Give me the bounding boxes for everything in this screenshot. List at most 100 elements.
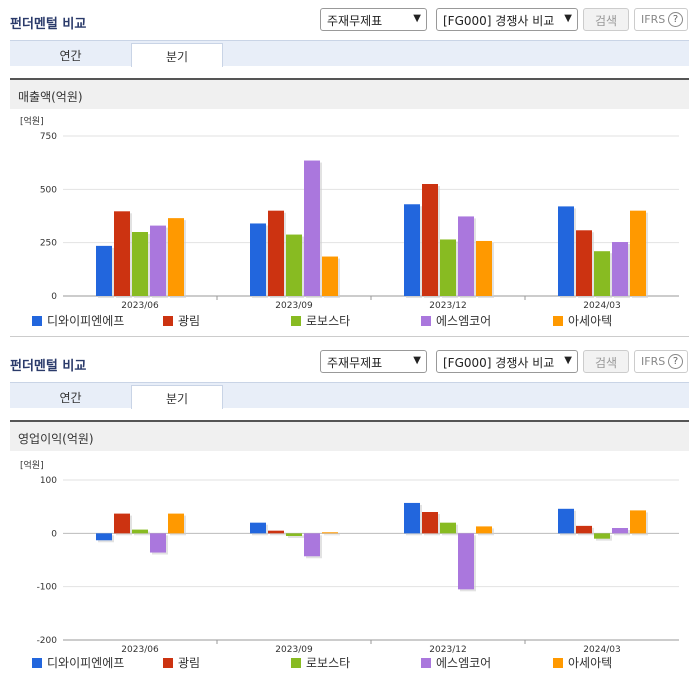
compare-select-value: [FG000] 경쟁사 비교 bbox=[443, 14, 555, 28]
statement-select-value: 주재무제표 bbox=[327, 356, 383, 370]
legend-item[interactable]: 아세아텍 bbox=[553, 312, 612, 329]
chevron-down-icon: ▼ bbox=[564, 13, 572, 24]
metric-label: 영업이익(억원) bbox=[18, 432, 94, 446]
bar bbox=[132, 232, 148, 296]
bar bbox=[150, 225, 166, 296]
bar bbox=[96, 245, 112, 296]
search-button[interactable]: 검색 bbox=[583, 350, 629, 373]
compare-select[interactable]: [FG000] 경쟁사 비교 ▼ bbox=[436, 8, 578, 31]
statement-select[interactable]: 주재무제표 ▼ bbox=[320, 8, 427, 31]
x-tick-label: 2023/12 bbox=[429, 301, 466, 310]
y-tick-label: 0 bbox=[51, 292, 57, 302]
bar bbox=[304, 160, 320, 296]
legend-label: 아세아텍 bbox=[568, 314, 613, 328]
operating-profit-section: 펀더멘털 비교 주재무제표 ▼ [FG000] 경쟁사 비교 ▼ 검색 IFRS… bbox=[0, 342, 696, 684]
legend-swatch bbox=[291, 658, 301, 668]
legend-item[interactable]: 로보스타 bbox=[291, 312, 350, 329]
x-tick-label: 2024/03 bbox=[583, 301, 620, 310]
tab-annual[interactable]: 연간 bbox=[59, 391, 82, 405]
bar bbox=[476, 526, 492, 534]
ifrs-button[interactable]: IFRS ? bbox=[634, 350, 688, 373]
help-icon[interactable]: ? bbox=[668, 12, 683, 27]
tab-quarterly[interactable]: 분기 bbox=[131, 43, 223, 67]
bar bbox=[458, 216, 474, 296]
chevron-down-icon: ▼ bbox=[413, 355, 421, 366]
statement-select[interactable]: 주재무제표 ▼ bbox=[320, 350, 427, 373]
ifrs-label: IFRS bbox=[641, 13, 666, 26]
bar bbox=[630, 210, 646, 296]
legend-item[interactable]: 광림 bbox=[163, 654, 200, 671]
panel-title: 펀더멘털 비교 bbox=[10, 17, 87, 32]
bar-shadow bbox=[134, 531, 150, 536]
statement-select-value: 주재무제표 bbox=[327, 14, 383, 28]
compare-select[interactable]: [FG000] 경쟁사 비교 ▼ bbox=[436, 350, 578, 373]
legend-item[interactable]: 에스엠코어 bbox=[421, 312, 491, 329]
metric-label: 매출액(억원) bbox=[18, 90, 83, 104]
period-tabs: 연간 분기 bbox=[10, 382, 689, 409]
legend-item[interactable]: 로보스타 bbox=[291, 654, 350, 671]
help-icon[interactable]: ? bbox=[668, 354, 683, 369]
search-button[interactable]: 검색 bbox=[583, 8, 629, 31]
legend-label: 로보스타 bbox=[306, 656, 351, 670]
bar bbox=[422, 184, 438, 296]
ifrs-button[interactable]: IFRS ? bbox=[634, 8, 688, 31]
legend-swatch bbox=[32, 658, 42, 668]
x-tick-label: 2024/03 bbox=[583, 645, 620, 654]
legend-swatch bbox=[163, 658, 173, 668]
legend-swatch bbox=[32, 316, 42, 326]
chevron-down-icon: ▼ bbox=[564, 355, 572, 366]
chart-legend: 디와이피엔에프 광림 로보스타 에스엠코어 아세아텍 bbox=[0, 312, 696, 330]
bar bbox=[404, 204, 420, 296]
bar-shadow bbox=[288, 535, 304, 538]
bar bbox=[132, 529, 148, 534]
legend-swatch bbox=[421, 658, 431, 668]
unit-label: [억원] bbox=[20, 115, 44, 127]
bar bbox=[576, 525, 592, 534]
tab-quarterly[interactable]: 분기 bbox=[131, 385, 223, 409]
legend-item[interactable]: 아세아텍 bbox=[553, 654, 612, 671]
x-tick-label: 2023/06 bbox=[121, 645, 159, 654]
bar bbox=[440, 522, 456, 534]
bar bbox=[114, 211, 130, 296]
bar bbox=[404, 502, 420, 534]
bar bbox=[558, 206, 574, 296]
y-tick-label: -200 bbox=[37, 636, 58, 646]
section-divider bbox=[10, 336, 689, 337]
legend-item[interactable]: 디와이피엔에프 bbox=[32, 312, 124, 329]
x-tick-label: 2023/12 bbox=[429, 645, 466, 654]
bar bbox=[322, 256, 338, 296]
bar bbox=[286, 234, 302, 296]
period-tabs: 연간 분기 bbox=[10, 40, 689, 67]
legend-swatch bbox=[553, 658, 563, 668]
chevron-down-icon: ▼ bbox=[413, 13, 421, 24]
panel-header: 펀더멘털 비교 주재무제표 ▼ [FG000] 경쟁사 비교 ▼ 검색 IFRS… bbox=[0, 0, 696, 40]
bar bbox=[630, 510, 646, 534]
revenue-chart: [억원] 0 250 500 750 2023/06 2023/09 2023/12 2024/… bbox=[20, 115, 679, 310]
legend-label: 광림 bbox=[178, 314, 201, 328]
bar bbox=[286, 533, 302, 536]
tab-annual[interactable]: 연간 bbox=[59, 49, 82, 63]
legend-swatch bbox=[553, 316, 563, 326]
legend-item[interactable]: 에스엠코어 bbox=[421, 654, 491, 671]
chart-legend: 디와이피엔에프 광림 로보스타 에스엠코어 아세아텍 bbox=[0, 654, 696, 672]
bar bbox=[168, 218, 184, 296]
bar bbox=[558, 508, 574, 534]
y-tick-label: 250 bbox=[40, 239, 57, 249]
legend-label: 에스엠코어 bbox=[436, 314, 492, 328]
unit-label: [억원] bbox=[20, 459, 44, 471]
legend-item[interactable]: 광림 bbox=[163, 312, 200, 329]
bar bbox=[250, 223, 266, 296]
legend-swatch bbox=[291, 316, 301, 326]
operating-profit-chart: [억원] -200 -100 0 100 2023/06 2023/09 2023/12 202… bbox=[20, 459, 679, 654]
legend-label: 아세아텍 bbox=[568, 656, 613, 670]
x-tick-label: 2023/09 bbox=[275, 301, 313, 310]
bar bbox=[576, 230, 592, 296]
panel-header: 펀더멘털 비교 주재무제표 ▼ [FG000] 경쟁사 비교 ▼ 검색 IFRS… bbox=[0, 342, 696, 382]
legend-item[interactable]: 디와이피엔에프 bbox=[32, 654, 124, 671]
bar bbox=[476, 240, 492, 296]
y-tick-label: 500 bbox=[40, 185, 57, 195]
bar bbox=[304, 533, 320, 557]
bar bbox=[422, 512, 438, 534]
legend-swatch bbox=[163, 316, 173, 326]
bar bbox=[612, 528, 628, 534]
